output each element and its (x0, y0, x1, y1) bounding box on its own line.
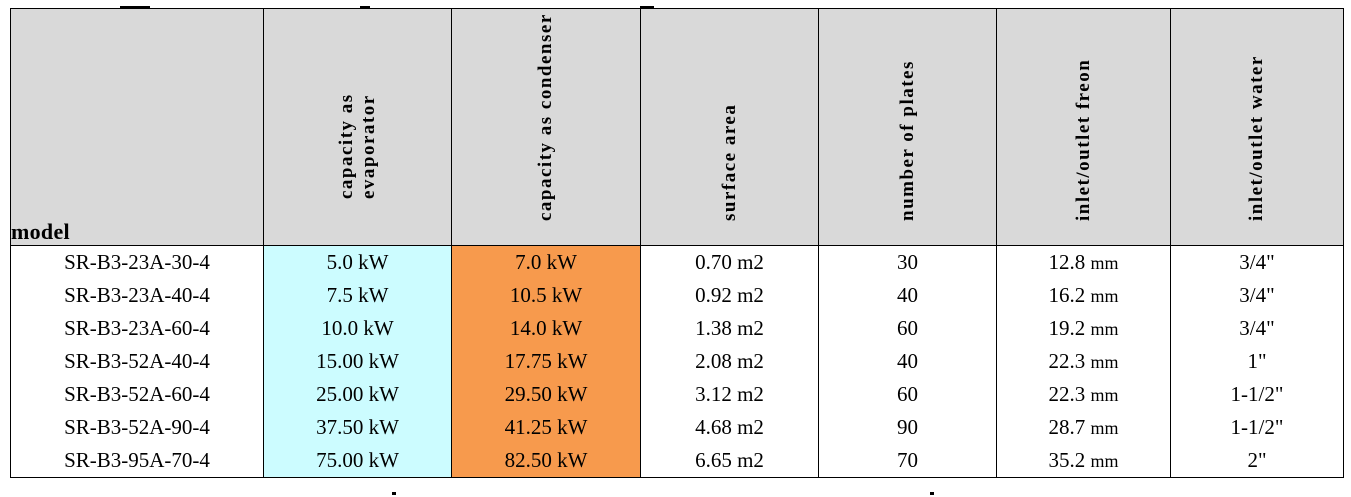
header-surface-label: surface area (718, 103, 740, 221)
table-row: SR-B3-23A-60-4 10.0 kW 14.0 kW 1.38 m2 6… (10, 312, 1344, 345)
cell-plates: 60 (818, 312, 997, 345)
header-capacity-evaporator: capacity as evaporator (263, 8, 452, 246)
cell-freon: 12.8 mm (996, 245, 1171, 279)
table-row: SR-B3-52A-60-4 25.00 kW 29.50 kW 3.12 m2… (10, 378, 1344, 411)
cell-model: SR-B3-52A-40-4 (10, 345, 264, 378)
cell-condenser-capacity: 41.25 kW (451, 411, 641, 444)
cell-evaporator-capacity: 37.50 kW (263, 411, 452, 444)
cell-condenser-capacity: 82.50 kW (451, 444, 641, 478)
cell-freon: 19.2 mm (996, 312, 1171, 345)
cell-surface-area: 0.92 m2 (640, 279, 819, 312)
cell-evaporator-capacity: 15.00 kW (263, 345, 452, 378)
table-row: SR-B3-52A-90-4 37.50 kW 41.25 kW 4.68 m2… (10, 411, 1344, 444)
header-freon-label: inlet/outlet freon (1072, 58, 1094, 221)
cell-water: 1" (1170, 345, 1344, 378)
header-plates-label: number of plates (896, 60, 918, 221)
header-condenser-label: capacity as condenser (535, 13, 556, 221)
header-water-label: inlet/outlet water (1246, 55, 1267, 221)
cell-model: SR-B3-23A-60-4 (10, 312, 264, 345)
cell-evaporator-capacity: 25.00 kW (263, 378, 452, 411)
header-row: model capacity as evaporator capacity as… (10, 8, 1344, 246)
header-capacity-condenser: capacity as condenser (451, 8, 641, 246)
cell-evaporator-capacity: 7.5 kW (263, 279, 452, 312)
table-row: SR-B3-23A-40-4 7.5 kW 10.5 kW 0.92 m2 40… (10, 279, 1344, 312)
cell-water: 1-1/2" (1170, 378, 1344, 411)
cell-freon: 35.2 mm (996, 444, 1171, 478)
cell-model: SR-B3-23A-30-4 (10, 245, 264, 279)
clipped-footer-fragment (0, 492, 1351, 497)
spec-table: model capacity as evaporator capacity as… (10, 8, 1344, 478)
table-row: SR-B3-95A-70-4 75.00 kW 82.50 kW 6.65 m2… (10, 444, 1344, 478)
cell-model: SR-B3-95A-70-4 (10, 444, 264, 478)
cell-water: 3/4" (1170, 312, 1344, 345)
header-evaporator-line1: capacity as (335, 93, 357, 199)
clipped-heading-fragment (0, 0, 1351, 8)
cell-water: 3/4" (1170, 279, 1344, 312)
cell-water: 3/4" (1170, 245, 1344, 279)
cell-freon: 16.2 mm (996, 279, 1171, 312)
header-number-of-plates: number of plates (818, 8, 997, 246)
cell-freon: 22.3 mm (996, 345, 1171, 378)
cell-condenser-capacity: 17.75 kW (451, 345, 641, 378)
header-inlet-outlet-water: inlet/outlet water (1170, 8, 1344, 246)
cell-water: 2" (1170, 444, 1344, 478)
cell-evaporator-capacity: 75.00 kW (263, 444, 452, 478)
header-inlet-outlet-freon: inlet/outlet freon (996, 8, 1171, 246)
cell-surface-area: 2.08 m2 (640, 345, 819, 378)
cell-surface-area: 3.12 m2 (640, 378, 819, 411)
header-surface-area: surface area (640, 8, 819, 246)
cell-water: 1-1/2" (1170, 411, 1344, 444)
cell-plates: 90 (818, 411, 997, 444)
cell-freon: 22.3 mm (996, 378, 1171, 411)
cell-model: SR-B3-52A-60-4 (10, 378, 264, 411)
cell-surface-area: 1.38 m2 (640, 312, 819, 345)
cell-condenser-capacity: 14.0 kW (451, 312, 641, 345)
cell-plates: 40 (818, 279, 997, 312)
header-model: model (10, 8, 264, 246)
cell-evaporator-capacity: 5.0 kW (263, 245, 452, 279)
cell-plates: 30 (818, 245, 997, 279)
cell-plates: 70 (818, 444, 997, 478)
cell-model: SR-B3-52A-90-4 (10, 411, 264, 444)
cell-condenser-capacity: 7.0 kW (451, 245, 641, 279)
cell-condenser-capacity: 29.50 kW (451, 378, 641, 411)
cell-condenser-capacity: 10.5 kW (451, 279, 641, 312)
header-evaporator-line2: evaporator (357, 94, 379, 199)
cell-model: SR-B3-23A-40-4 (10, 279, 264, 312)
cell-surface-area: 0.70 m2 (640, 245, 819, 279)
table-row: SR-B3-52A-40-4 15.00 kW 17.75 kW 2.08 m2… (10, 345, 1344, 378)
cell-surface-area: 6.65 m2 (640, 444, 819, 478)
cell-plates: 60 (818, 378, 997, 411)
cell-freon: 28.7 mm (996, 411, 1171, 444)
table-row: SR-B3-23A-30-4 5.0 kW 7.0 kW 0.70 m2 30 … (10, 245, 1344, 279)
cell-surface-area: 4.68 m2 (640, 411, 819, 444)
cell-evaporator-capacity: 10.0 kW (263, 312, 452, 345)
cell-plates: 40 (818, 345, 997, 378)
